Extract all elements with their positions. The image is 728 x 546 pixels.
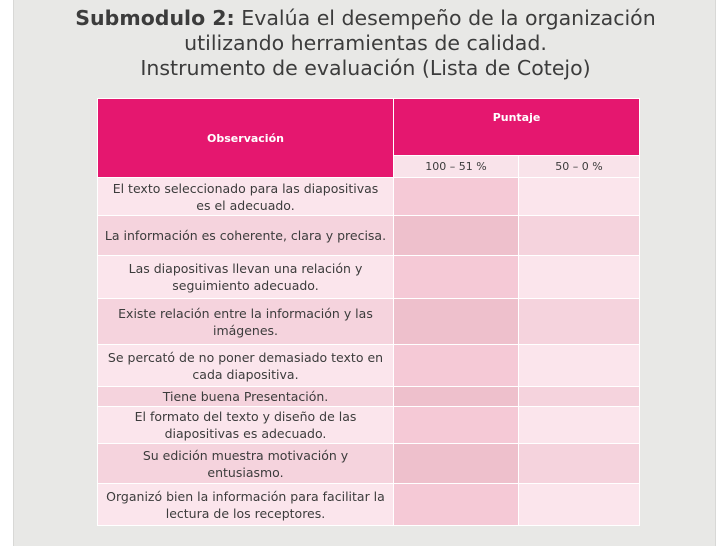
table-row: Tiene buena Presentación.	[97, 386, 641, 407]
score-cell-low[interactable]	[517, 406, 641, 444]
title-line-1: Submodulo 2: Evalúa el desempeño de la o…	[14, 6, 717, 31]
table-row: La información es coherente, clara y pre…	[97, 215, 641, 256]
title-line-2: utilizando herramientas de calidad.	[184, 31, 547, 55]
observacion-cell: El texto seleccionado para las diapositi…	[97, 177, 394, 216]
score-cell-high[interactable]	[393, 344, 519, 387]
score-cell-low[interactable]	[517, 344, 641, 387]
header-observacion: Observación	[97, 98, 394, 178]
observacion-cell: Su edición muestra motivación y entusias…	[97, 443, 394, 484]
score-cell-high[interactable]	[393, 483, 519, 526]
score-cell-low[interactable]	[517, 386, 641, 407]
subheader-50-0: 50 – 0 %	[517, 155, 641, 178]
score-cell-high[interactable]	[393, 386, 519, 407]
observacion-cell: Existe relación entre la información y l…	[97, 298, 394, 345]
score-cell-high[interactable]	[393, 177, 519, 216]
table-row: El texto seleccionado para las diapositi…	[97, 177, 641, 216]
table-row: Se percató de no poner demasiado texto e…	[97, 344, 641, 387]
observacion-cell: Organizó bien la información para facili…	[97, 483, 394, 526]
score-cell-low[interactable]	[517, 177, 641, 216]
score-cell-high[interactable]	[393, 255, 519, 299]
score-cell-high[interactable]	[393, 406, 519, 444]
observacion-cell: La información es coherente, clara y pre…	[97, 215, 394, 256]
score-cell-low[interactable]	[517, 215, 641, 256]
title-line-3: Instrumento de evaluación (Lista de Cote…	[140, 56, 591, 80]
title-bold: Submodulo 2:	[75, 6, 235, 30]
observacion-cell: Se percató de no poner demasiado texto e…	[97, 344, 394, 387]
table-row: Las diapositivas llevan una relación y s…	[97, 255, 641, 299]
checklist-table: Observación Puntaje 100 – 51 % 50 – 0 % …	[97, 98, 641, 526]
slide: Submodulo 2: Evalúa el desempeño de la o…	[13, 0, 716, 546]
subheader-100-51: 100 – 51 %	[393, 155, 519, 178]
score-cell-low[interactable]	[517, 483, 641, 526]
score-cell-high[interactable]	[393, 443, 519, 484]
score-cell-high[interactable]	[393, 215, 519, 256]
observacion-cell: Tiene buena Presentación.	[97, 386, 394, 407]
observacion-cell: Las diapositivas llevan una relación y s…	[97, 255, 394, 299]
table-row: El formato del texto y diseño de las dia…	[97, 406, 641, 444]
table-row: Organizó bien la información para facili…	[97, 483, 641, 526]
table-row: Su edición muestra motivación y entusias…	[97, 443, 641, 484]
header-puntaje: Puntaje	[392, 98, 641, 156]
title-rest: Evalúa el desempeño de la organización	[234, 6, 656, 30]
score-cell-low[interactable]	[517, 443, 641, 484]
score-cell-low[interactable]	[517, 255, 641, 299]
observacion-cell: El formato del texto y diseño de las dia…	[97, 406, 394, 444]
score-cell-high[interactable]	[393, 298, 519, 345]
score-cell-low[interactable]	[517, 298, 641, 345]
slide-title: Submodulo 2: Evalúa el desempeño de la o…	[14, 6, 717, 81]
table-row: Existe relación entre la información y l…	[97, 298, 641, 345]
